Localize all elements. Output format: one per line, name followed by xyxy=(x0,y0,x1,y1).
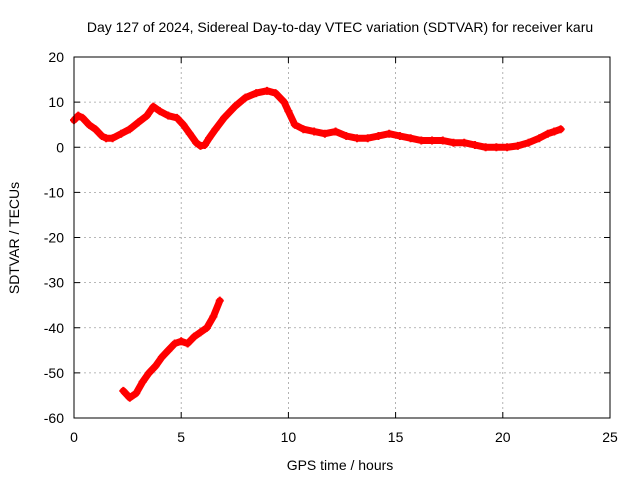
series-sdtvar-lower xyxy=(119,296,224,402)
data-point xyxy=(151,362,160,371)
y-tick-label: -30 xyxy=(44,275,64,291)
x-tick-label: 10 xyxy=(281,429,297,445)
y-tick-label: 10 xyxy=(48,94,64,110)
series-band xyxy=(70,87,565,151)
data-point xyxy=(157,353,166,362)
data-point xyxy=(363,134,372,143)
data-point xyxy=(145,368,154,377)
data-point xyxy=(164,346,173,355)
data-point xyxy=(125,125,134,134)
data-point xyxy=(492,143,501,152)
data-point xyxy=(524,138,533,147)
y-tick-label: -20 xyxy=(44,230,64,246)
data-point xyxy=(385,129,394,138)
data-point xyxy=(310,127,319,136)
data-point xyxy=(192,138,201,147)
data-point xyxy=(460,138,469,147)
data-point xyxy=(438,136,447,145)
data-point xyxy=(513,141,522,150)
y-tick-label: -60 xyxy=(44,410,64,426)
data-point xyxy=(331,127,340,136)
y-tick-label: 20 xyxy=(48,49,64,65)
data-point xyxy=(149,102,158,111)
data-point xyxy=(172,113,181,122)
data-point xyxy=(108,134,117,143)
data-point xyxy=(241,93,250,102)
data-point xyxy=(230,102,239,111)
data-point xyxy=(125,393,134,402)
data-point xyxy=(74,111,83,120)
data-point xyxy=(205,134,214,143)
series-band xyxy=(119,297,224,402)
data-point xyxy=(556,125,565,134)
data-point xyxy=(280,98,289,107)
data-point xyxy=(215,296,224,305)
data-point xyxy=(155,107,164,116)
data-point xyxy=(91,125,100,134)
data-point xyxy=(543,129,552,138)
y-tick-label: 0 xyxy=(56,139,64,155)
data-point xyxy=(406,134,415,143)
data-point xyxy=(271,89,280,98)
data-point xyxy=(97,131,106,140)
data-point xyxy=(78,113,87,122)
x-axis-label: GPS time / hours xyxy=(287,457,394,473)
data-point xyxy=(284,107,293,116)
axis-ticks: 0 5 10 15 20 25 20 10 0 -10 -20 -30 -40 -50 -60 xyxy=(44,49,618,445)
x-tick-label: 25 xyxy=(602,429,618,445)
data-point xyxy=(132,389,141,398)
data-point xyxy=(535,134,544,143)
data-point xyxy=(449,138,458,147)
data-point xyxy=(179,120,188,129)
data-point xyxy=(200,140,209,149)
x-tick-label: 20 xyxy=(495,429,511,445)
data-point xyxy=(177,337,186,346)
data-point xyxy=(550,127,559,136)
data-series-layer xyxy=(70,86,565,402)
series-sdtvar-main xyxy=(70,86,565,152)
data-point xyxy=(299,125,308,134)
data-point xyxy=(395,131,404,140)
data-point xyxy=(353,134,362,143)
data-point xyxy=(481,143,490,152)
data-point xyxy=(320,129,329,138)
data-point xyxy=(290,120,299,129)
y-tick-label: -40 xyxy=(44,320,64,336)
data-point xyxy=(85,120,94,129)
data-point xyxy=(117,129,126,138)
x-tick-label: 5 xyxy=(177,429,185,445)
data-point xyxy=(185,129,194,138)
data-point xyxy=(170,339,179,348)
data-point xyxy=(342,131,351,140)
data-point xyxy=(220,113,229,122)
data-point xyxy=(164,111,173,120)
y-axis-label: SDTVAR / TECUs xyxy=(6,182,22,294)
data-point xyxy=(138,377,147,386)
data-point xyxy=(262,86,271,95)
data-point xyxy=(183,339,192,348)
chart-title: Day 127 of 2024, Sidereal Day-to-day VTE… xyxy=(87,19,593,35)
data-point xyxy=(142,111,151,120)
data-point xyxy=(211,125,220,134)
data-point xyxy=(374,131,383,140)
data-point xyxy=(196,328,205,337)
data-point xyxy=(202,323,211,332)
data-point xyxy=(190,332,199,341)
data-point xyxy=(428,136,437,145)
data-point xyxy=(134,118,143,127)
data-point xyxy=(417,136,426,145)
y-tick-label: -50 xyxy=(44,365,64,381)
data-point xyxy=(503,143,512,152)
data-point xyxy=(252,89,261,98)
data-point xyxy=(209,312,218,321)
data-point xyxy=(119,386,128,395)
data-point xyxy=(470,140,479,149)
x-tick-label: 15 xyxy=(388,429,404,445)
x-tick-label: 0 xyxy=(70,429,78,445)
y-tick-label: -10 xyxy=(44,184,64,200)
